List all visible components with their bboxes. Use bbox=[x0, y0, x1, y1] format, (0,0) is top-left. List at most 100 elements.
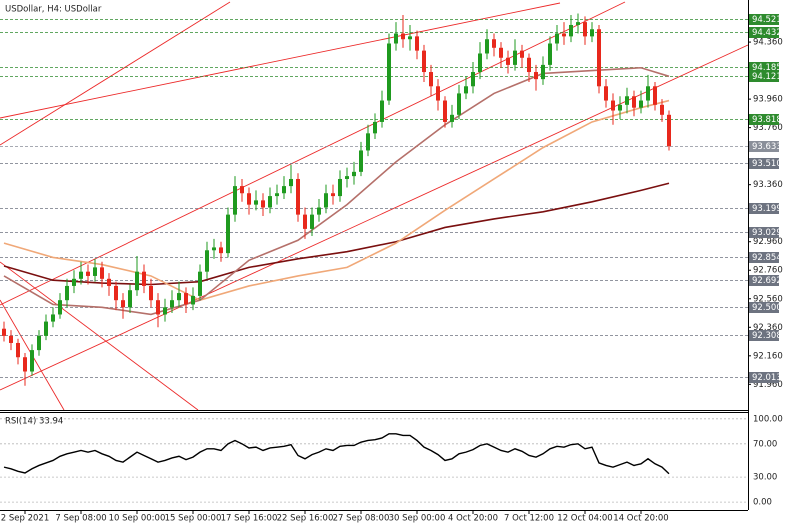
candle-body bbox=[520, 50, 524, 58]
level-label: 94.432 bbox=[752, 28, 782, 38]
trend-line bbox=[0, 2, 561, 119]
y-tick-label: 91.960 bbox=[753, 380, 783, 390]
candle-body bbox=[450, 114, 454, 122]
candle-body bbox=[303, 214, 307, 229]
candle-body bbox=[506, 57, 510, 65]
level-label: 93.029 bbox=[752, 228, 782, 238]
y-tick-label: 92.160 bbox=[753, 351, 783, 361]
level-label: 94.121 bbox=[752, 72, 782, 82]
candle-body bbox=[198, 271, 202, 296]
level-badge bbox=[749, 252, 779, 263]
candle-body bbox=[485, 39, 489, 54]
level-label: 93.199 bbox=[752, 204, 782, 214]
candle-body bbox=[597, 29, 601, 87]
candle-body bbox=[79, 271, 83, 279]
candle-body bbox=[212, 247, 216, 251]
candle-body bbox=[121, 300, 125, 308]
y-tick-label: 92.760 bbox=[753, 266, 783, 276]
candle-body bbox=[44, 321, 48, 336]
level-label: 92.854 bbox=[752, 253, 782, 263]
candle-body bbox=[352, 171, 356, 177]
y-tick-label: 0.00 bbox=[753, 498, 772, 508]
candle-body bbox=[261, 200, 265, 208]
level-label: 92.013 bbox=[752, 373, 782, 383]
rsi-title: RSI(14) 33.94 bbox=[5, 417, 63, 427]
y-tick-label: 93.960 bbox=[753, 95, 783, 105]
candle-body bbox=[632, 96, 636, 108]
rsi-line bbox=[3, 433, 670, 475]
candle-body bbox=[240, 186, 244, 194]
x-tick-label: 14 Oct 20:00 bbox=[613, 514, 668, 524]
chart-title: USDollar, H4: USDollar bbox=[5, 5, 102, 15]
candle-body bbox=[268, 196, 272, 208]
candle-body bbox=[23, 357, 27, 372]
moving-average bbox=[3, 182, 670, 286]
x-tick-label: 27 Sep 08:00 bbox=[333, 514, 390, 524]
candle-body bbox=[604, 86, 608, 101]
candle-body bbox=[310, 214, 314, 229]
candle-body bbox=[436, 86, 440, 101]
candle-body bbox=[205, 250, 209, 272]
candle-body bbox=[359, 150, 363, 172]
candle-body bbox=[583, 22, 587, 37]
candle-body bbox=[373, 121, 377, 134]
level-badge bbox=[749, 372, 779, 383]
candle-body bbox=[534, 72, 538, 80]
candle-body bbox=[254, 200, 258, 205]
candle-body bbox=[394, 33, 398, 44]
x-tick-label: 7 Oct 12:00 bbox=[504, 514, 554, 524]
candle-body bbox=[457, 93, 461, 115]
candle-body bbox=[625, 96, 629, 105]
candle-body bbox=[401, 33, 405, 40]
candle-body bbox=[275, 193, 279, 197]
candle-body bbox=[16, 342, 20, 358]
candle-body bbox=[191, 295, 195, 305]
x-tick-label: 22 Sep 16:00 bbox=[277, 514, 334, 524]
level-badge bbox=[749, 158, 779, 169]
x-tick-label: 17 Sep 16:00 bbox=[221, 514, 278, 524]
candle-body bbox=[611, 100, 615, 111]
level-label: 94.521 bbox=[752, 15, 782, 25]
y-tick-label: 92.360 bbox=[753, 323, 783, 333]
level-badge bbox=[749, 14, 779, 25]
candle-body bbox=[492, 39, 496, 48]
level-badge bbox=[749, 62, 779, 73]
trend-line bbox=[0, 44, 749, 391]
candle-body bbox=[247, 193, 251, 205]
x-tick-label: 7 Sep 08:00 bbox=[55, 514, 106, 524]
candle-body bbox=[324, 193, 328, 208]
candle-body bbox=[177, 293, 181, 301]
candle-body bbox=[562, 33, 566, 37]
candle-body bbox=[471, 72, 475, 87]
candle-body bbox=[226, 214, 230, 254]
x-tick-label: 15 Sep 00:00 bbox=[165, 514, 222, 524]
x-tick-label: 12 Oct 04:00 bbox=[557, 514, 612, 524]
candle-body bbox=[51, 314, 55, 322]
candle-body bbox=[156, 300, 160, 315]
trend-line bbox=[0, 1, 231, 146]
y-tick-label: 93.360 bbox=[753, 180, 783, 190]
candle-body bbox=[541, 64, 545, 80]
level-label: 93.818 bbox=[752, 115, 782, 125]
candle-body bbox=[548, 43, 552, 65]
candle-body bbox=[72, 278, 76, 286]
level-badge bbox=[749, 227, 779, 238]
candle-body bbox=[576, 22, 580, 25]
candle-body bbox=[65, 285, 69, 301]
candle-body bbox=[590, 29, 594, 37]
level-badge bbox=[749, 203, 779, 214]
level-label: 93.633 bbox=[752, 142, 782, 152]
candle-body bbox=[58, 300, 62, 315]
candle-body bbox=[618, 104, 622, 111]
candle-body bbox=[135, 271, 139, 291]
candle-body bbox=[667, 114, 671, 147]
candle-body bbox=[646, 86, 650, 101]
y-tick-label: 93.760 bbox=[753, 123, 783, 133]
candle-body bbox=[107, 278, 111, 286]
candle-body bbox=[555, 33, 559, 44]
level-label: 92.308 bbox=[752, 331, 782, 341]
x-tick-label: 10 Sep 00:00 bbox=[109, 514, 166, 524]
candle-body bbox=[9, 335, 13, 343]
